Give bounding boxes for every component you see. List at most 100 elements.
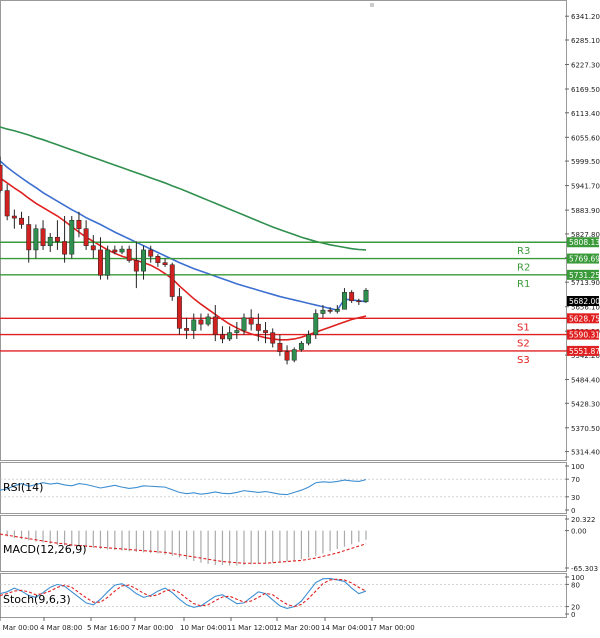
macd-series-line: [0, 533, 367, 564]
macd-histogram: [0, 530, 367, 566]
price-tick-label: 6055.60: [571, 134, 600, 142]
macd-panel-frame: [0, 515, 567, 572]
candle-body: [47, 236, 53, 246]
candle-body: [205, 316, 211, 325]
candle-body: [62, 241, 68, 255]
candle-body: [98, 249, 103, 276]
candle-body: [69, 219, 75, 255]
price-tick-label: 5370.50: [571, 425, 600, 433]
price-tick-label: 5484.40: [571, 377, 600, 385]
macd-axis-ticks: 20.322 0.00 -65.303: [565, 516, 598, 573]
time-tick-label: 11 Mar 12:00: [227, 624, 274, 632]
pivot-level-price-marker: [567, 237, 599, 248]
rsi-title: RSI(14): [3, 481, 43, 494]
price-tick-label: 6227.30: [571, 62, 600, 70]
candle-body: [148, 249, 154, 257]
price-panel: 6341.20 6285.10 6227.30 6169.50 6113.40 6055.…: [0, 0, 600, 461]
candle-body: [255, 323, 261, 331]
price-tick-label: 5941.70: [571, 183, 600, 191]
candle-body: [76, 219, 82, 229]
moving-average-line: [0, 160, 367, 312]
candle-body: [291, 349, 297, 361]
price-tick-label: 6169.50: [571, 86, 600, 94]
candle-body: [133, 260, 139, 272]
price-tick-label: 6341.20: [571, 13, 600, 21]
candle-body: [313, 313, 319, 335]
candle-body: [198, 319, 204, 325]
macd-signal-line: [0, 533, 367, 564]
candle-body: [227, 332, 233, 340]
pivot-level-labels: 5808.13 R3 5769.69 R2 5731.25 R1 5628.75 S1 5590…: [517, 237, 600, 366]
pivot-level-price-marker: [567, 269, 599, 280]
pivot-level-name-label: S3: [517, 355, 530, 366]
pivot-level-price-label: 5551.87: [569, 347, 600, 356]
pivot-level-price-label: 5808.13: [569, 238, 600, 247]
stoch-tick-label: 0: [571, 611, 575, 619]
candle-body: [363, 289, 369, 302]
current-price-label: 5682.00: [569, 297, 600, 306]
pivot-level-name-label: R1: [517, 279, 530, 290]
moving-average-lines: [0, 126, 367, 341]
pivot-level-lines: [0, 241, 567, 352]
price-tick-label: 5883.90: [571, 207, 600, 215]
stoch-series-line: [0, 577, 367, 610]
moving-average-line: [0, 126, 367, 251]
time-tick-label: 4 Mar 00:00: [0, 624, 38, 632]
candle-body: [19, 217, 24, 225]
pivot-level-price-marker: [567, 329, 599, 340]
rsi-line: [0, 479, 367, 496]
scroll-marker[interactable]: [370, 3, 374, 7]
candle-body: [191, 319, 197, 331]
macd-title: MACD(12,26,9): [3, 543, 87, 556]
price-tick-label: 5999.50: [571, 158, 600, 166]
pivot-level-name-label: R2: [517, 263, 530, 274]
stoch-panel-frame: [0, 573, 567, 618]
candle-body: [334, 309, 340, 312]
stoch-title: Stoch(9,6,3): [3, 593, 71, 606]
price-tick-label: 5542.20: [571, 352, 600, 360]
candle-body: [162, 262, 168, 266]
candle-body: [184, 328, 190, 331]
pivot-level-name-label: S1: [517, 322, 530, 333]
candle-body: [155, 256, 161, 263]
candle-body: [234, 330, 240, 333]
candle-body: [141, 249, 146, 272]
pivot-level-price-marker: [567, 313, 599, 324]
pivot-level-price-label: 5731.25: [569, 271, 600, 280]
candle-body: [306, 334, 312, 344]
candle-body: [270, 332, 276, 344]
price-axis-background: [567, 0, 600, 461]
current-price-marker: [567, 296, 599, 306]
stoch-tick-label: 100: [571, 574, 584, 582]
candle-body: [241, 317, 247, 331]
time-axis: 4 Mar 00:00 4 Mar 08:00 5 Mar 16:00 7 Mar 0…: [0, 617, 415, 632]
candle-body: [90, 245, 96, 251]
pivot-level-price-marker: [567, 253, 599, 264]
candle-body: [277, 342, 283, 352]
time-tick-label: 17 Mar 00:00: [368, 624, 415, 632]
candlesticks: [0, 156, 369, 365]
candle-body: [263, 330, 268, 333]
candle-body: [83, 228, 89, 246]
pivot-level-name-label: S2: [517, 339, 530, 350]
candle-body: [212, 316, 218, 335]
candle-body: [327, 309, 333, 312]
price-tick-label: 5827.80: [571, 231, 600, 239]
pivot-level-price-label: 5590.31: [569, 331, 600, 340]
stoch-tick-label: 80: [571, 581, 580, 589]
time-tick-label: 4 Mar 08:00: [40, 624, 82, 632]
stoch-series-line: [0, 578, 367, 608]
candle-body: [320, 309, 326, 314]
candle-body: [119, 248, 125, 253]
price-tick-label: 6113.40: [571, 110, 600, 118]
candle-body: [40, 228, 46, 246]
candle-body: [342, 292, 347, 310]
time-tick-label: 14 Mar 04:00: [321, 624, 368, 632]
candle-body: [284, 351, 290, 361]
candle-body: [356, 300, 362, 303]
price-tick-label: 5428.30: [571, 400, 600, 408]
moving-average-line: [0, 177, 367, 341]
